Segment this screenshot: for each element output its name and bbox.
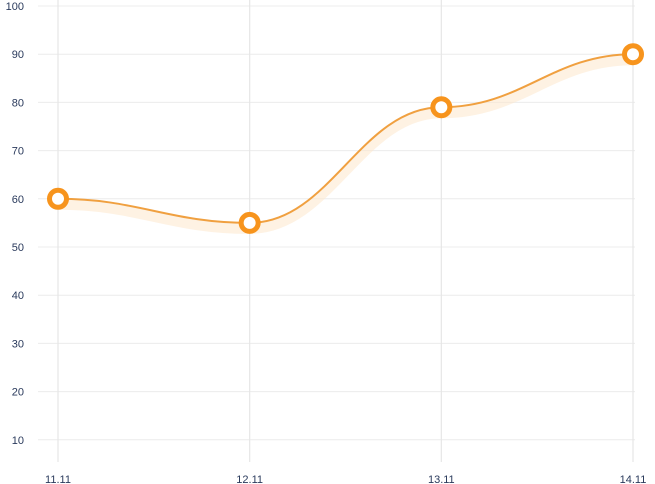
data-point[interactable]	[238, 211, 261, 234]
x-axis-tick-labels: 11.11 12.11 13.11 14.11	[45, 474, 646, 484]
y-tick-label: 70	[12, 146, 24, 158]
y-tick-label: 90	[12, 49, 24, 61]
x-tick-label: 11.11	[45, 474, 71, 484]
data-point[interactable]	[622, 43, 644, 66]
y-tick-label: 50	[12, 242, 24, 254]
series-line	[57, 53, 634, 224]
y-axis-tick-labels: 10 20 30 40 50 60 70 80 90 100	[6, 1, 24, 447]
x-gridlines	[57, 0, 634, 462]
y-tick-label: 20	[12, 387, 24, 399]
marker-group	[47, 43, 644, 234]
y-tick-label: 100	[6, 1, 24, 13]
y-tick-label: 30	[12, 338, 24, 350]
series-glow	[53, 55, 638, 234]
x-tick-label: 13.11	[428, 474, 455, 484]
x-tick-label: 14.11	[620, 474, 647, 484]
x-tick-label: 12.11	[236, 474, 263, 484]
y-tick-label: 60	[12, 194, 24, 206]
y-tick-label: 40	[12, 290, 24, 302]
y-tick-label: 80	[12, 97, 24, 109]
y-gridlines	[38, 5, 635, 441]
data-point[interactable]	[47, 187, 69, 210]
series-group	[53, 53, 638, 234]
y-tick-label: 10	[12, 435, 24, 447]
data-point[interactable]	[430, 96, 453, 119]
